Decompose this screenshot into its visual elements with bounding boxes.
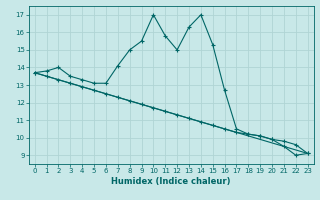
X-axis label: Humidex (Indice chaleur): Humidex (Indice chaleur) [111, 177, 231, 186]
